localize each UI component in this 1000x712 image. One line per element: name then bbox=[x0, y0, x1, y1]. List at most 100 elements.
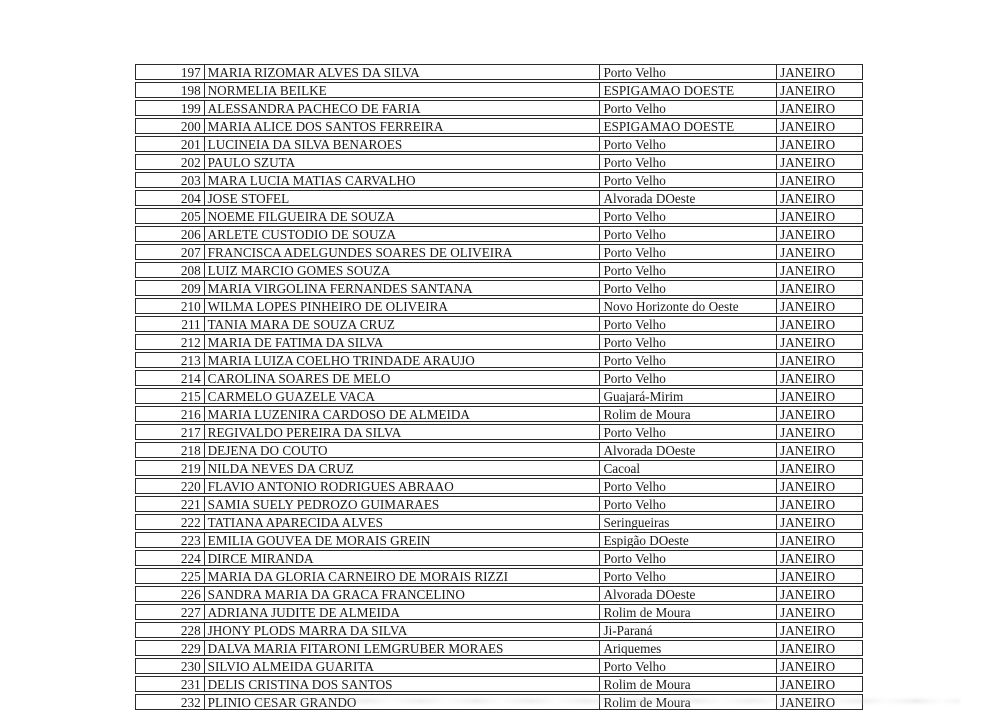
cell-name: PAULO SZUTA bbox=[204, 154, 601, 170]
table-row: 224 DIRCE MIRANDA Porto Velho JANEIRO bbox=[135, 550, 863, 566]
table-row: 205 NOEME FILGUEIRA DE SOUZA Porto Velho JA… bbox=[135, 208, 863, 224]
cell-name: MARIA LUIZA COELHO TRINDADE ARAUJO bbox=[204, 352, 601, 368]
cell-month: JANEIRO bbox=[777, 154, 863, 170]
cell-city: Porto Velho bbox=[600, 64, 778, 80]
cell-name: MARIA DA GLORIA CARNEIRO DE MORAIS RIZZI bbox=[204, 568, 601, 584]
cell-month: JANEIRO bbox=[777, 586, 863, 602]
table-row: 222 TATIANA APARECIDA ALVES Seringueiras JA… bbox=[135, 514, 863, 530]
table-row: 231 DELIS CRISTINA DOS SANTOS Rolim de Mou… bbox=[135, 676, 863, 692]
table-row: 201 LUCINEIA DA SILVA BENAROES Porto Velho… bbox=[135, 136, 863, 152]
cell-city: Ariquemes bbox=[600, 640, 778, 656]
cell-month: JANEIRO bbox=[777, 532, 863, 548]
cell-number: 213 bbox=[135, 352, 205, 368]
cell-city: Porto Velho bbox=[600, 280, 778, 296]
cell-number: 214 bbox=[135, 370, 205, 386]
cell-month: JANEIRO bbox=[777, 478, 863, 494]
cell-month: JANEIRO bbox=[777, 334, 863, 350]
table-row: 211 TANIA MARA DE SOUZA CRUZ Porto Velho JA… bbox=[135, 316, 863, 332]
cell-city: Rolim de Moura bbox=[600, 694, 778, 710]
cell-name: MARIA RIZOMAR ALVES DA SILVA bbox=[204, 64, 601, 80]
cell-number: 220 bbox=[135, 478, 205, 494]
cell-month: JANEIRO bbox=[777, 550, 863, 566]
table-row: 198 NORMELIA BEILKE ESPIGAMAO DOESTE JANEIR… bbox=[135, 82, 863, 98]
cell-number: 217 bbox=[135, 424, 205, 440]
table-row: 228 JHONY PLODS MARRA DA SILVA Ji-Paraná JA… bbox=[135, 622, 863, 638]
cell-month: JANEIRO bbox=[777, 388, 863, 404]
table-row: 207 FRANCISCA ADELGUNDES SOARES DE OLIVEI… bbox=[135, 244, 863, 260]
cell-month: JANEIRO bbox=[777, 460, 863, 476]
table-row: 208 LUIZ MARCIO GOMES SOUZA Porto Velho JAN… bbox=[135, 262, 863, 278]
cell-city: Cacoal bbox=[600, 460, 778, 476]
cell-month: JANEIRO bbox=[777, 190, 863, 206]
cell-month: JANEIRO bbox=[777, 298, 863, 314]
cell-number: 201 bbox=[135, 136, 205, 152]
table-row: 213 MARIA LUIZA COELHO TRINDADE ARAUJO Por… bbox=[135, 352, 863, 368]
cell-month: JANEIRO bbox=[777, 676, 863, 692]
table-row: 210 WILMA LOPES PINHEIRO DE OLIVEIRA Novo … bbox=[135, 298, 863, 314]
cell-number: 211 bbox=[135, 316, 205, 332]
table-row: 225 MARIA DA GLORIA CARNEIRO DE MORAIS RI… bbox=[135, 568, 863, 584]
cell-city: Porto Velho bbox=[600, 244, 778, 260]
cell-month: JANEIRO bbox=[777, 244, 863, 260]
cell-name: CARMELO GUAZELE VACA bbox=[204, 388, 601, 404]
cell-name: ARLETE CUSTODIO DE SOUZA bbox=[204, 226, 601, 242]
cell-month: JANEIRO bbox=[777, 100, 863, 116]
cell-number: 208 bbox=[135, 262, 205, 278]
cell-number: 228 bbox=[135, 622, 205, 638]
cell-number: 219 bbox=[135, 460, 205, 476]
records-table-body: 197 MARIA RIZOMAR ALVES DA SILVA Porto Vel… bbox=[135, 64, 863, 710]
cell-name: LUIZ MARCIO GOMES SOUZA bbox=[204, 262, 601, 278]
cell-name: SANDRA MARIA DA GRACA FRANCELINO bbox=[204, 586, 601, 602]
cell-number: 232 bbox=[135, 694, 205, 710]
cell-name: TATIANA APARECIDA ALVES bbox=[204, 514, 601, 530]
cell-name: FLAVIO ANTONIO RODRIGUES ABRAAO bbox=[204, 478, 601, 494]
cell-number: 209 bbox=[135, 280, 205, 296]
cell-month: JANEIRO bbox=[777, 352, 863, 368]
cell-month: JANEIRO bbox=[777, 172, 863, 188]
table-row: 215 CARMELO GUAZELE VACA Guajará-Mirim JANE… bbox=[135, 388, 863, 404]
cell-name: PLINIO CESAR GRANDO bbox=[204, 694, 601, 710]
cell-month: JANEIRO bbox=[777, 280, 863, 296]
cell-name: MARIA DE FATIMA DA SILVA bbox=[204, 334, 601, 350]
cell-number: 197 bbox=[135, 64, 205, 80]
cell-number: 223 bbox=[135, 532, 205, 548]
cell-month: JANEIRO bbox=[777, 208, 863, 224]
cell-city: Ji-Paraná bbox=[600, 622, 778, 638]
cell-city: ESPIGAMAO DOESTE bbox=[600, 82, 778, 98]
cell-name: DALVA MARIA FITARONI LEMGRUBER MORAES bbox=[204, 640, 601, 656]
cell-name: LUCINEIA DA SILVA BENAROES bbox=[204, 136, 601, 152]
cell-number: 227 bbox=[135, 604, 205, 620]
cell-city: Porto Velho bbox=[600, 496, 778, 512]
records-table-container: 197 MARIA RIZOMAR ALVES DA SILVA Porto Vel… bbox=[135, 62, 863, 712]
cell-name: DELIS CRISTINA DOS SANTOS bbox=[204, 676, 601, 692]
cell-number: 230 bbox=[135, 658, 205, 674]
cell-month: JANEIRO bbox=[777, 640, 863, 656]
cell-city: Porto Velho bbox=[600, 334, 778, 350]
cell-name: TANIA MARA DE SOUZA CRUZ bbox=[204, 316, 601, 332]
table-row: 206 ARLETE CUSTODIO DE SOUZA Porto Velho JA… bbox=[135, 226, 863, 242]
cell-month: JANEIRO bbox=[777, 136, 863, 152]
table-row: 227 ADRIANA JUDITE DE ALMEIDA Rolim de Mou… bbox=[135, 604, 863, 620]
cell-number: 231 bbox=[135, 676, 205, 692]
cell-number: 202 bbox=[135, 154, 205, 170]
cell-number: 206 bbox=[135, 226, 205, 242]
cell-month: JANEIRO bbox=[777, 424, 863, 440]
cell-city: Alvorada DOeste bbox=[600, 190, 778, 206]
cell-number: 221 bbox=[135, 496, 205, 512]
cell-month: JANEIRO bbox=[777, 496, 863, 512]
cell-number: 225 bbox=[135, 568, 205, 584]
cell-city: Rolim de Moura bbox=[600, 406, 778, 422]
cell-name: DEJENA DO COUTO bbox=[204, 442, 601, 458]
cell-city: Guajará-Mirim bbox=[600, 388, 778, 404]
cell-number: 218 bbox=[135, 442, 205, 458]
cell-city: Porto Velho bbox=[600, 226, 778, 242]
cell-number: 224 bbox=[135, 550, 205, 566]
table-row: 214 CAROLINA SOARES DE MELO Porto Velho JAN… bbox=[135, 370, 863, 386]
cell-name: MARIA ALICE DOS SANTOS FERREIRA bbox=[204, 118, 601, 134]
cell-month: JANEIRO bbox=[777, 64, 863, 80]
table-row: 230 SILVIO ALMEIDA GUARITA Porto Velho JANE… bbox=[135, 658, 863, 674]
cell-name: SAMIA SUELY PEDROZO GUIMARAES bbox=[204, 496, 601, 512]
cell-name: NOEME FILGUEIRA DE SOUZA bbox=[204, 208, 601, 224]
cell-city: Alvorada DOeste bbox=[600, 442, 778, 458]
